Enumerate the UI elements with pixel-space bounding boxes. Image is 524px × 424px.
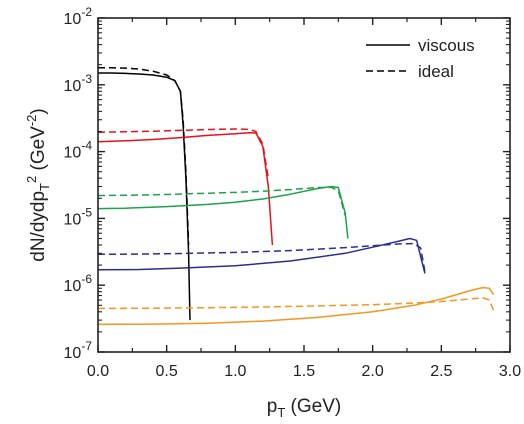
y-tick-label: 10-4 (64, 139, 93, 162)
legend-label: viscous (418, 36, 475, 55)
y-tick-labels: 10-7 10-6 10-5 10-4 10-3 10-2 (64, 5, 93, 362)
y-tick-label: 10-6 (64, 272, 93, 295)
series-line-10-dashed (97, 296, 495, 311)
x-tick-label: 2.0 (362, 363, 384, 380)
series-line-2-dashed (98, 66, 190, 246)
x-axis-title: pT (GeV) (267, 396, 341, 420)
x-tick-label: 1.5 (293, 363, 315, 380)
y-axis-title: dN/dydpT2 (GeV-2) (24, 108, 52, 261)
y-tick-label: 10-5 (64, 205, 93, 228)
series-line-1-solid (98, 72, 191, 321)
x-tick-labels: 0.0 0.5 1.0 1.5 2.0 2.5 3.0 (87, 363, 521, 380)
series-line-4-dashed (97, 128, 270, 179)
series-line-7-solid (97, 237, 426, 274)
series-line-5-solid (97, 185, 349, 239)
series-line-8-dashed (97, 242, 426, 272)
y-tick-label: 10-2 (64, 5, 93, 28)
x-tick-label: 0.0 (87, 363, 109, 380)
x-tick-label: 1.0 (224, 363, 246, 380)
series-line-9-solid (97, 286, 495, 326)
legend-label: ideal (418, 62, 454, 81)
x-tick-label: 2.5 (430, 363, 452, 380)
y-tick-label: 10-7 (64, 339, 93, 362)
series-layer (97, 66, 495, 326)
ticks-layer (97, 17, 511, 353)
series-line-6-dashed (97, 186, 346, 216)
x-tick-label: 3.0 (499, 363, 521, 380)
x-tick-label: 0.5 (156, 363, 178, 380)
y-tick-label: 10-3 (64, 72, 93, 95)
legend: viscous ideal (366, 36, 475, 81)
